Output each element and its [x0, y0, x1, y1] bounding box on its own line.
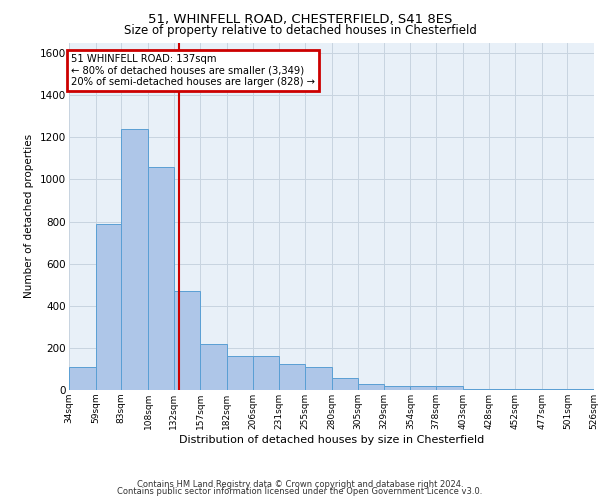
Bar: [200, 344, 227, 390]
Bar: [384, 386, 410, 390]
Bar: [95, 224, 121, 390]
Bar: [173, 291, 200, 390]
Bar: [358, 384, 384, 390]
Bar: [69, 367, 95, 390]
Bar: [515, 389, 542, 390]
Bar: [410, 386, 436, 390]
Text: Size of property relative to detached houses in Chesterfield: Size of property relative to detached ho…: [124, 24, 476, 37]
Bar: [463, 389, 490, 390]
X-axis label: Distribution of detached houses by size in Chesterfield: Distribution of detached houses by size …: [179, 434, 484, 444]
Bar: [490, 389, 515, 390]
Bar: [253, 356, 279, 390]
Bar: [436, 386, 463, 390]
Bar: [542, 389, 568, 390]
Bar: [148, 167, 173, 390]
Text: Contains public sector information licensed under the Open Government Licence v3: Contains public sector information licen…: [118, 487, 482, 496]
Bar: [331, 378, 358, 390]
Text: 51 WHINFELL ROAD: 137sqm
← 80% of detached houses are smaller (3,349)
20% of sem: 51 WHINFELL ROAD: 137sqm ← 80% of detach…: [71, 54, 315, 88]
Bar: [305, 367, 332, 390]
Bar: [568, 389, 594, 390]
Text: 51, WHINFELL ROAD, CHESTERFIELD, S41 8ES: 51, WHINFELL ROAD, CHESTERFIELD, S41 8ES: [148, 12, 452, 26]
Y-axis label: Number of detached properties: Number of detached properties: [25, 134, 34, 298]
Bar: [227, 356, 253, 390]
Bar: [279, 364, 305, 390]
Text: Contains HM Land Registry data © Crown copyright and database right 2024.: Contains HM Land Registry data © Crown c…: [137, 480, 463, 489]
Bar: [121, 129, 148, 390]
